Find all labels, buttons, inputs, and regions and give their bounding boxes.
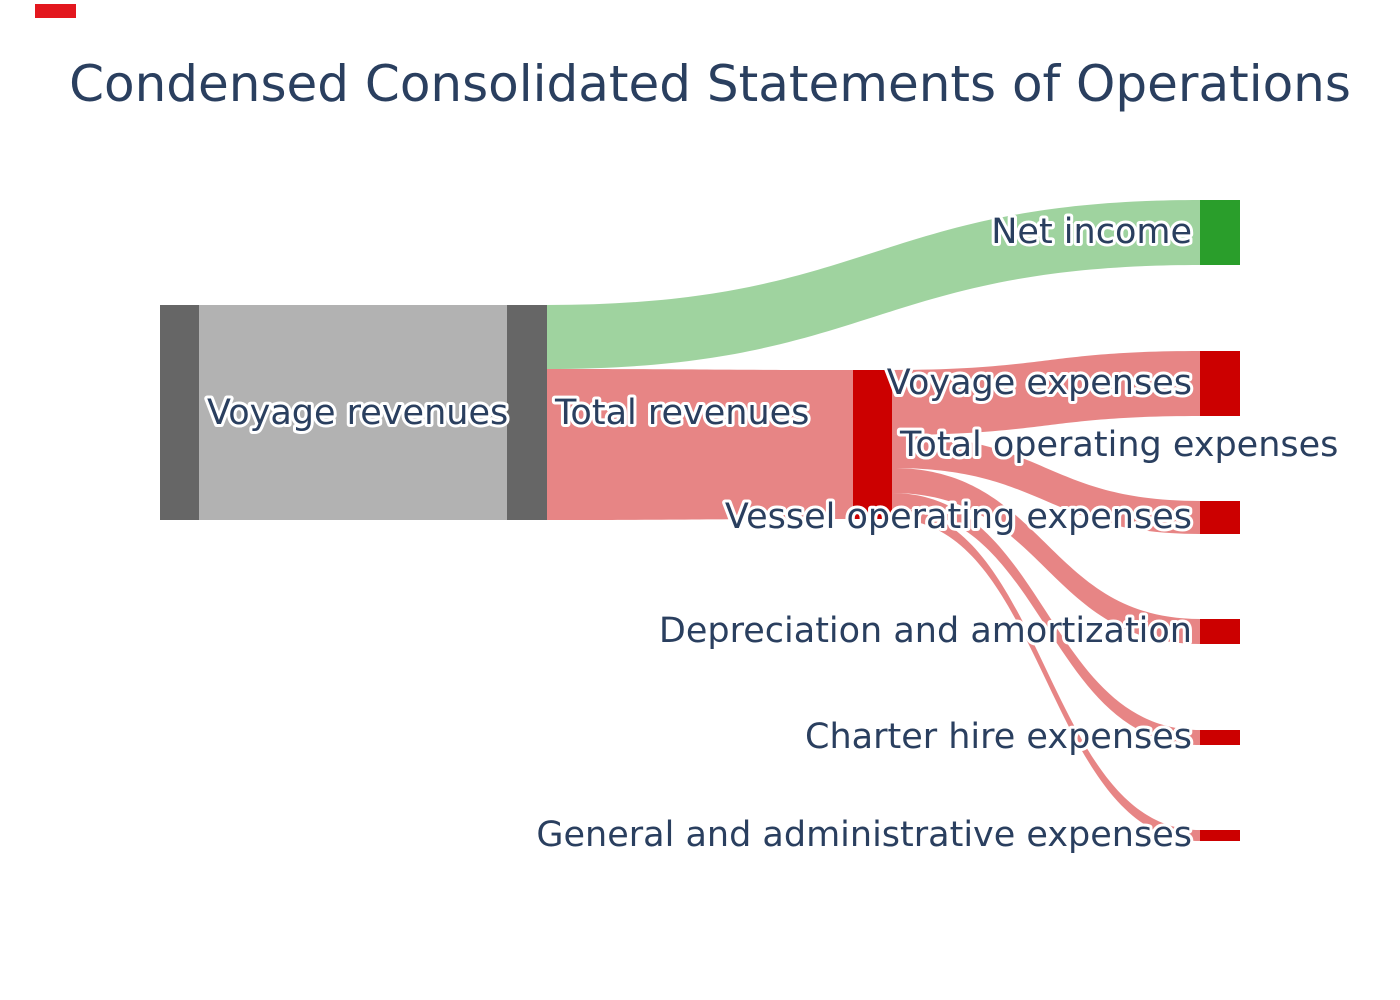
node-charter-hire-expenses[interactable] bbox=[1200, 730, 1240, 745]
link-voyage-revenues-to-total-revenues[interactable] bbox=[199, 305, 507, 520]
label-charter-hire-expenses: Charter hire expenses bbox=[805, 717, 1192, 757]
node-voyage-expenses[interactable] bbox=[1200, 351, 1240, 416]
label-total-operating-expenses: Total operating expenses bbox=[899, 425, 1338, 465]
label-voyage-revenues: Voyage revenues bbox=[207, 393, 508, 433]
label-depreciation-and-amortization: Depreciation and amortization bbox=[659, 611, 1192, 651]
chart-title: Condensed Consolidated Statements of Ope… bbox=[69, 55, 1351, 113]
label-vessel-operating-expenses: Vessel operating expenses bbox=[725, 497, 1192, 537]
link-total-operating-expenses-to-voyage-expenses[interactable] bbox=[892, 351, 1200, 435]
label-net-income: Net income bbox=[991, 212, 1192, 252]
link-total-revenues-to-total-operating-expenses[interactable] bbox=[547, 369, 853, 520]
link-total-operating-expenses-to-depreciation-and-amortization[interactable] bbox=[892, 468, 1200, 644]
corner-marker bbox=[35, 4, 76, 18]
node-depreciation-and-amortization[interactable] bbox=[1200, 619, 1240, 644]
label-total-revenues: Total revenues bbox=[554, 393, 809, 433]
label-voyage-expenses: Voyage expenses bbox=[887, 363, 1192, 403]
link-total-operating-expenses-to-charter-hire-expenses[interactable] bbox=[892, 493, 1200, 745]
label-general-and-administrative-expenses: General and administrative expenses bbox=[536, 815, 1192, 855]
node-total-operating-expenses[interactable] bbox=[853, 370, 892, 519]
node-total-revenues[interactable] bbox=[507, 305, 547, 520]
node-vessel-operating-expenses[interactable] bbox=[1200, 501, 1240, 534]
link-total-operating-expenses-to-general-and-administrative-expenses[interactable] bbox=[892, 508, 1200, 841]
link-total-revenues-to-net-income[interactable] bbox=[547, 200, 1200, 369]
node-general-and-administrative-expenses[interactable] bbox=[1200, 830, 1240, 841]
node-net-income[interactable] bbox=[1200, 200, 1240, 265]
link-total-operating-expenses-to-vessel-operating-expenses[interactable] bbox=[892, 435, 1200, 534]
node-voyage-revenues[interactable] bbox=[160, 305, 199, 520]
